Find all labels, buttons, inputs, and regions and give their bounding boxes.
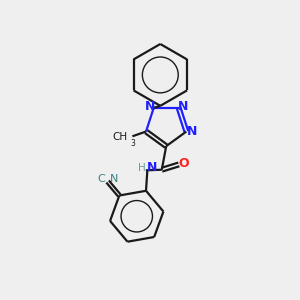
Text: N: N <box>178 100 188 113</box>
Text: N: N <box>187 125 197 138</box>
Text: N: N <box>147 161 158 175</box>
Text: N: N <box>110 174 118 184</box>
Text: O: O <box>178 157 189 170</box>
Text: H: H <box>137 163 145 173</box>
Text: N: N <box>144 100 155 113</box>
Text: C: C <box>97 174 105 184</box>
Text: 3: 3 <box>130 139 135 148</box>
Text: CH: CH <box>112 132 128 142</box>
